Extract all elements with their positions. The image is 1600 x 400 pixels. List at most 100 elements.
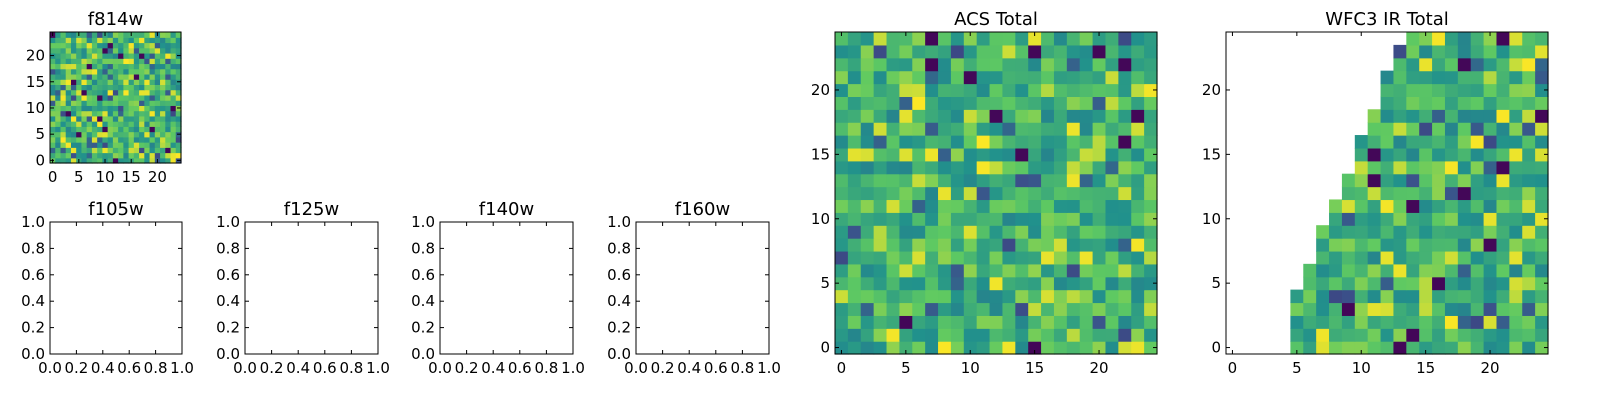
heatmap-cell [1053,147,1068,162]
heatmap-cell [950,160,965,175]
axes-frame [1225,31,1549,355]
heatmap-cell [160,152,166,159]
heatmap-cell [1457,238,1472,252]
heatmap-cell [1432,328,1446,342]
heatmap-cell [925,135,939,149]
heatmap-cell [1522,70,1536,85]
heatmap-cell [50,121,56,127]
heatmap-cell [860,212,875,226]
heatmap-cell [899,57,913,72]
heatmap-cell [886,328,900,342]
heatmap-cell [1002,32,1016,46]
heatmap-cell [989,83,1004,97]
heatmap-cell [1118,186,1132,201]
heatmap-cell [899,122,913,136]
heatmap-cell [144,58,151,65]
heatmap-cell [170,100,177,106]
heatmap-cell [1079,83,1094,97]
heatmap-cell [1079,276,1094,291]
heatmap-cell [1079,302,1094,316]
y-tick-label: 0.0 [411,345,435,363]
heatmap-cell [1041,225,1055,239]
heatmap-cell [1118,109,1132,123]
heatmap-cell [170,121,177,127]
heatmap-cell [1092,44,1107,59]
heatmap-cell [1131,263,1145,278]
heatmap-cell [50,94,56,101]
y-tick-label: 1.0 [411,213,435,231]
heatmap-cell [899,32,913,46]
heatmap-cell [154,47,161,54]
heatmap-cell [1457,122,1472,136]
x-tick-label: 0.2 [455,359,479,377]
heatmap-cell [160,142,166,148]
heatmap-cell [70,131,77,138]
heatmap-cell [1028,83,1042,97]
heatmap-cell [133,126,140,133]
heatmap-cell [112,89,119,96]
heatmap-cell [160,42,166,49]
heatmap-cell [1053,83,1068,97]
y-tick-label: 0 [1211,339,1221,357]
heatmap-cell [989,109,1004,123]
heatmap-cell [1457,147,1472,162]
heatmap-cell [1354,315,1369,329]
heatmap-cell [1393,147,1407,162]
heatmap-cell [123,73,130,80]
heatmap-cell [860,328,875,342]
heatmap-cell [938,57,952,72]
heatmap-cell [950,250,965,265]
heatmap-cell [65,47,72,54]
heatmap-cell [1290,315,1304,329]
heatmap-cell [70,100,77,106]
heatmap-cell [149,84,156,91]
heatmap-cell [1015,238,1029,252]
heatmap-cell [97,89,103,96]
heatmap-cell [1066,44,1081,59]
heatmap-cell [1457,109,1472,123]
heatmap-cell [835,83,849,97]
heatmap-cell [149,157,156,164]
heatmap-cell [1066,109,1081,123]
heatmap-cell [1419,135,1433,149]
heatmap-cell [925,225,939,239]
heatmap-cell [1144,70,1158,85]
heatmap-cell [1066,238,1081,252]
heatmap-cell [1092,32,1107,46]
heatmap-cell [55,63,62,70]
heatmap-cell [65,73,72,80]
x-tick-label: 0.6 [313,359,337,377]
heatmap-cell [886,135,900,149]
heatmap-cell [1354,341,1369,355]
heatmap-cell [938,289,952,304]
heatmap-cell [1079,147,1094,162]
heatmap-cell [1131,96,1145,110]
heatmap-cell [1041,44,1055,59]
heatmap-cell [139,110,145,117]
heatmap-cell [1393,328,1407,342]
heatmap-cell [1028,173,1042,188]
heatmap-cell [899,96,913,110]
heatmap-cell [1393,173,1407,188]
x-tick-label: 0.4 [286,359,310,377]
heatmap-cell [1118,341,1132,355]
heatmap-cell [175,94,182,101]
heatmap-cell [1393,122,1407,136]
heatmap-cell [128,68,135,75]
heatmap-cell [835,341,849,355]
heatmap-cell [60,79,67,85]
heatmap-cell [1290,328,1304,342]
heatmap-cell [1496,83,1510,97]
heatmap-cell [1406,263,1420,278]
heatmap-cell [1432,225,1446,239]
heatmap-cell [65,32,72,38]
heatmap-cell [102,47,109,54]
heatmap-cell [860,173,875,188]
heatmap-cell [1444,57,1459,72]
heatmap-cell [860,225,875,239]
heatmap-cell [847,302,862,316]
heatmap-cell [1432,44,1446,59]
heatmap-cell [1393,315,1407,329]
heatmap-cell [835,135,849,149]
